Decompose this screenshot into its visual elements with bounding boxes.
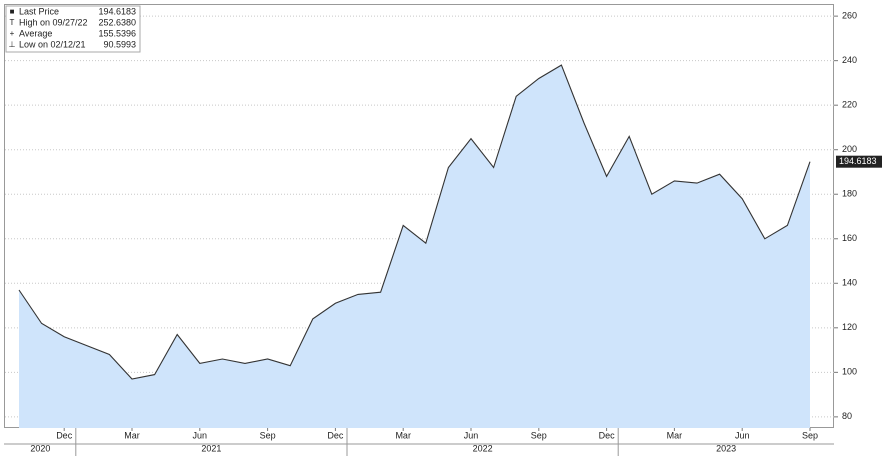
legend-value: 155.5396 <box>98 28 136 38</box>
legend-symbol: + <box>10 29 15 38</box>
legend-name: Last Price <box>19 6 59 16</box>
y-tick-label: 180 <box>842 189 857 199</box>
x-tick-label: Sep <box>531 430 547 440</box>
x-tick-label: Dec <box>56 430 73 440</box>
y-tick-label: 240 <box>842 55 857 65</box>
year-label: 2023 <box>716 443 736 453</box>
x-tick-label: Mar <box>395 430 411 440</box>
x-tick-label: Mar <box>667 430 683 440</box>
legend-name: Low on 02/12/21 <box>19 39 86 49</box>
legend-name: High on 09/27/22 <box>19 17 88 27</box>
y-tick-label: 140 <box>842 278 857 288</box>
x-tick-label: Jun <box>193 430 208 440</box>
year-label: 2020 <box>30 443 50 453</box>
x-tick-label: Sep <box>802 430 818 440</box>
y-tick-label: 100 <box>842 367 857 377</box>
x-tick-label: Sep <box>260 430 276 440</box>
plot: 80 100 120 140 160 180 200 220 240 260 Dec Mar Jun Se… <box>5 11 882 456</box>
year-label: 2021 <box>201 443 221 453</box>
legend-symbol: ■ <box>10 7 15 16</box>
y-tick-label: 260 <box>842 11 857 21</box>
price-line <box>18 64 811 380</box>
y-tick-label: 200 <box>842 144 857 154</box>
legend-symbol: T <box>10 18 15 27</box>
last-price-label: 194.6183 <box>839 156 877 166</box>
last-price-tag <box>836 155 882 168</box>
y-tick-label: 80 <box>842 411 852 421</box>
legend-symbol: ⊥ <box>9 40 16 49</box>
y-tick-label: 160 <box>842 233 857 243</box>
area-fill <box>19 65 810 428</box>
x-tick-label: Dec <box>327 430 344 440</box>
x-tick-label: Jun <box>464 430 479 440</box>
x-tick-label: Mar <box>124 430 140 440</box>
legend-box <box>5 5 141 53</box>
y-tick-label: 220 <box>842 100 857 110</box>
x-tick-label: Dec <box>599 430 616 440</box>
x-tick-label: Jun <box>735 430 750 440</box>
legend-value: 194.6183 <box>98 6 136 16</box>
legend-name: Average <box>19 28 52 38</box>
legend-value: 252.6380 <box>98 17 136 27</box>
year-label: 2022 <box>473 443 493 453</box>
legend-value: 90.5993 <box>103 39 136 49</box>
legend: ■ Last Price 194.6183 T High on 09/27/22 252.… <box>5 5 141 53</box>
y-tick-label: 120 <box>842 322 857 332</box>
